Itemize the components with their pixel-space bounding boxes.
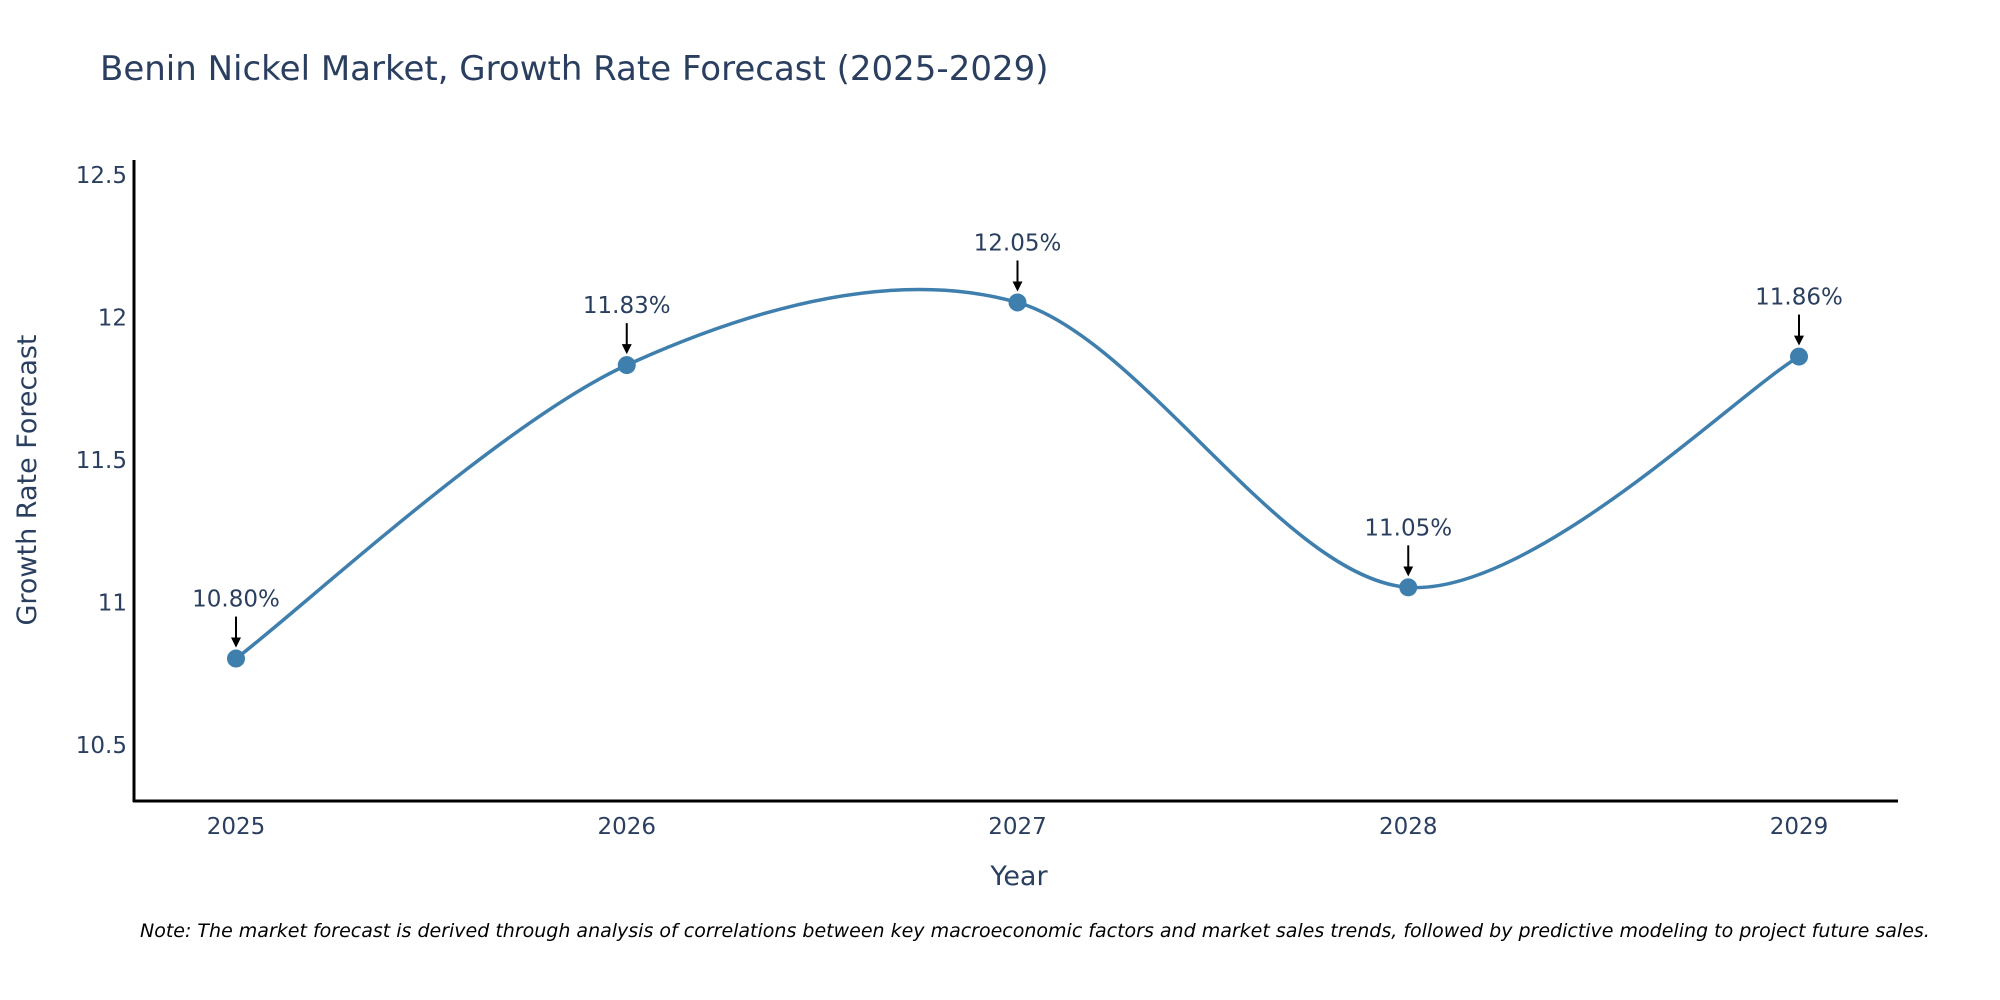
- data-point: [227, 649, 245, 668]
- x-axis-title: Year: [989, 861, 1048, 892]
- data-label: 11.83%: [583, 293, 671, 319]
- data-label: 10.80%: [192, 587, 280, 613]
- data-label: 12.05%: [974, 230, 1062, 256]
- x-tick-label: 2028: [1379, 814, 1438, 840]
- data-point: [1399, 578, 1418, 597]
- y-tick-label: 11.5: [76, 448, 127, 474]
- data-markers: [227, 293, 1808, 668]
- data-point: [1008, 293, 1027, 312]
- y-tick-label: 11: [98, 591, 127, 617]
- data-point: [617, 356, 636, 375]
- y-axis-title: Growth Rate Forecast: [12, 334, 43, 625]
- x-axis-ticks: 2025 2026 2027 2028 2029: [207, 814, 1829, 840]
- x-tick-label: 2029: [1770, 814, 1829, 840]
- data-label: 11.86%: [1755, 285, 1843, 311]
- y-axis-ticks: 10.5 11 11.5 12 12.5: [76, 163, 127, 759]
- x-tick-label: 2026: [597, 814, 656, 840]
- x-tick-label: 2027: [988, 814, 1047, 840]
- data-label: 11.05%: [1364, 515, 1452, 541]
- y-tick-label: 12.5: [76, 163, 127, 189]
- x-tick-label: 2025: [207, 814, 266, 840]
- y-tick-label: 12: [98, 306, 127, 332]
- chart-title: Benin Nickel Market, Growth Rate Forecas…: [100, 49, 1048, 89]
- y-tick-label: 10.5: [76, 733, 127, 759]
- data-annotations: 10.80% 11.83% 12.05% 11.05% 11.86%: [192, 230, 1843, 648]
- series-line: [234, 287, 1800, 660]
- data-point: [1790, 347, 1808, 366]
- footnote: Note: The market forecast is derived thr…: [140, 920, 1930, 942]
